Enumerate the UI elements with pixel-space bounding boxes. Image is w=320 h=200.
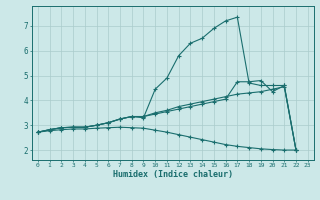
X-axis label: Humidex (Indice chaleur): Humidex (Indice chaleur) xyxy=(113,170,233,179)
